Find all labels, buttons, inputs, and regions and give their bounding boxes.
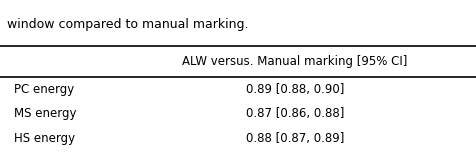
Text: HS energy: HS energy	[14, 132, 75, 145]
Text: 0.89 [0.88, 0.90]: 0.89 [0.88, 0.90]	[246, 83, 344, 96]
Text: ALW versus. Manual marking [95% CI]: ALW versus. Manual marking [95% CI]	[182, 55, 408, 68]
Text: window compared to manual marking.: window compared to manual marking.	[7, 18, 248, 31]
Text: PC energy: PC energy	[14, 83, 75, 96]
Text: 0.87 [0.86, 0.88]: 0.87 [0.86, 0.88]	[246, 107, 344, 120]
Text: MS energy: MS energy	[14, 107, 77, 120]
Text: 0.88 [0.87, 0.89]: 0.88 [0.87, 0.89]	[246, 132, 344, 145]
